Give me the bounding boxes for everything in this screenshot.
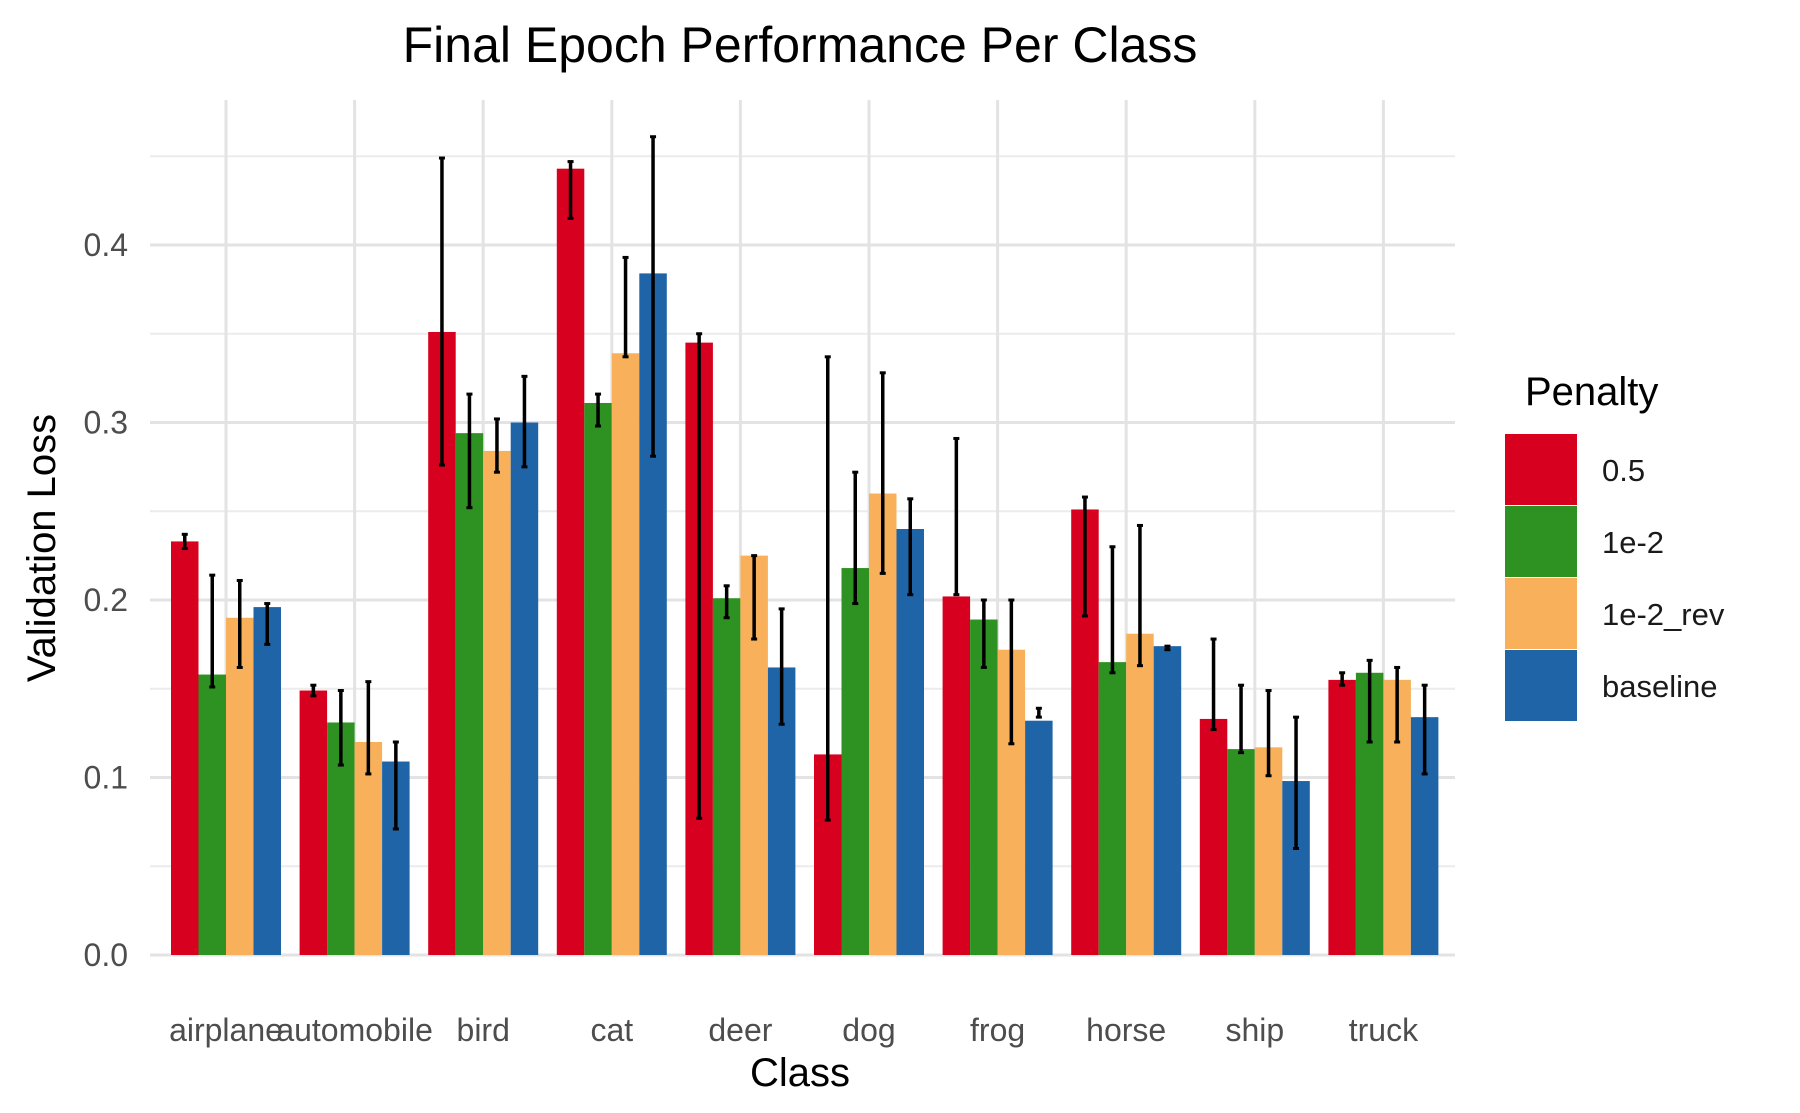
bar bbox=[584, 402, 612, 956]
y-tick-label: 0.3 bbox=[84, 405, 128, 441]
y-tick-label: 0.4 bbox=[84, 227, 128, 263]
bar bbox=[1098, 662, 1127, 955]
x-tick-label: frog bbox=[970, 1012, 1025, 1048]
x-tick-label: ship bbox=[1225, 1012, 1284, 1048]
y-tick-label: 0.1 bbox=[84, 760, 128, 796]
y-axis-ticks: 0.0 0.1 0.2 0.3 0.4 bbox=[84, 227, 128, 973]
x-tick-label: cat bbox=[590, 1012, 633, 1048]
legend-label: 1e-2 bbox=[1602, 525, 1664, 560]
bar bbox=[611, 353, 640, 955]
bar bbox=[942, 596, 971, 955]
bar bbox=[1025, 720, 1053, 955]
chart-title: Final Epoch Performance Per Class bbox=[403, 17, 1198, 73]
legend-label: baseline bbox=[1602, 669, 1717, 704]
bar bbox=[171, 541, 199, 955]
bar bbox=[970, 619, 998, 955]
bar bbox=[299, 690, 328, 955]
bar bbox=[556, 168, 585, 956]
legend-title: Penalty bbox=[1525, 370, 1658, 414]
bar bbox=[1153, 646, 1182, 955]
x-tick-label: deer bbox=[708, 1012, 772, 1048]
bar bbox=[354, 742, 383, 955]
bar bbox=[226, 617, 254, 955]
bar bbox=[455, 433, 484, 955]
bar bbox=[510, 422, 539, 955]
bar bbox=[712, 598, 741, 955]
x-tick-label: automobile bbox=[276, 1012, 433, 1048]
x-axis-title: Class bbox=[750, 1051, 850, 1095]
legend-key bbox=[1505, 650, 1577, 721]
x-tick-label: airplane bbox=[169, 1012, 283, 1048]
legend-items: 0.5 1e-2 1e-2_rev baseline bbox=[1505, 434, 1725, 721]
y-tick-label: 0.0 bbox=[84, 937, 128, 973]
x-tick-label: dog bbox=[842, 1012, 895, 1048]
legend-key bbox=[1505, 506, 1577, 577]
bar bbox=[841, 568, 869, 955]
legend: Penalty 0.5 1e-2 1e-2_rev baseline bbox=[1505, 370, 1725, 721]
x-tick-label: bird bbox=[457, 1012, 510, 1048]
y-tick-label: 0.2 bbox=[84, 582, 128, 618]
bar bbox=[198, 674, 226, 955]
y-axis-title: Validation Loss bbox=[20, 414, 64, 682]
x-tick-label: truck bbox=[1349, 1012, 1419, 1048]
bar bbox=[483, 450, 511, 955]
bar bbox=[1199, 718, 1228, 955]
bar bbox=[896, 529, 924, 955]
bar bbox=[253, 607, 281, 955]
error-bars bbox=[181, 135, 1428, 850]
bars bbox=[171, 168, 1439, 956]
x-tick-label: horse bbox=[1086, 1012, 1166, 1048]
bar bbox=[1254, 747, 1283, 955]
bar bbox=[1227, 749, 1255, 955]
legend-label: 0.5 bbox=[1602, 453, 1645, 488]
legend-label: 1e-2_rev bbox=[1602, 597, 1725, 632]
legend-key bbox=[1505, 434, 1577, 505]
bar bbox=[1126, 633, 1154, 955]
legend-key bbox=[1505, 578, 1577, 649]
bar bbox=[1328, 679, 1356, 955]
